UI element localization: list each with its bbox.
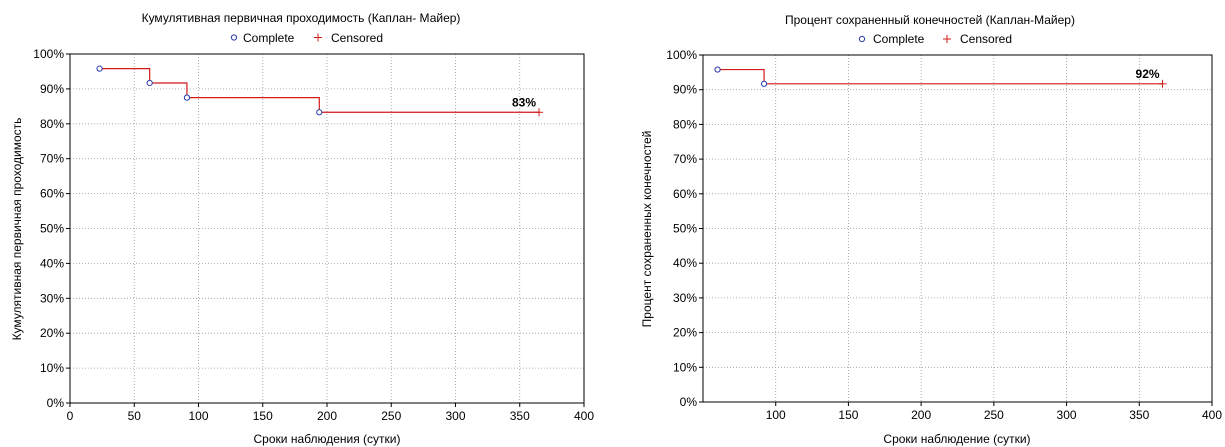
y-axis-label: Кумулятивная первичная проходимость bbox=[10, 118, 24, 341]
y-tick-label: 40% bbox=[673, 256, 697, 270]
legend-complete-label: Complete bbox=[243, 31, 295, 45]
x-tick-label: 350 bbox=[510, 409, 530, 423]
x-axis-label: Сроки наблюдения (сутки) bbox=[254, 432, 401, 446]
chart-limb-salvage: Процент сохраненный конечностей (Каплан-… bbox=[640, 13, 1222, 446]
x-tick-label: 100 bbox=[188, 409, 208, 423]
y-tick-label: 30% bbox=[673, 291, 697, 305]
complete-point bbox=[714, 66, 721, 73]
chart-title: Процент сохраненный конечностей (Каплан-… bbox=[785, 13, 1075, 27]
plot-area: 0% 10% 20% 30% 40% 50% 60% 70% 80% 90% 100% 100 150 2… bbox=[666, 48, 1222, 422]
x-tick-label: 100 bbox=[766, 408, 786, 422]
y-tick-label: 0% bbox=[47, 396, 65, 410]
x-tick-label: 150 bbox=[253, 409, 273, 423]
legend-censored-label: Censored bbox=[331, 31, 383, 45]
x-tick-label: 250 bbox=[984, 408, 1004, 422]
legend-complete-marker bbox=[230, 34, 238, 41]
y-tick-label: 60% bbox=[40, 187, 64, 201]
legend-complete-marker bbox=[858, 35, 866, 43]
y-tick-label: 30% bbox=[40, 291, 64, 305]
y-tick-label: 40% bbox=[40, 256, 64, 270]
legend-complete-label: Complete bbox=[873, 32, 925, 46]
x-axis-label: Сроки наблюдение (сутки) bbox=[883, 432, 1030, 446]
y-tick-label: 80% bbox=[673, 117, 697, 131]
censored-point bbox=[1158, 79, 1167, 88]
x-tick-label: 300 bbox=[1057, 408, 1077, 422]
survival-curve bbox=[99, 68, 540, 113]
x-tick-label: 300 bbox=[445, 409, 465, 423]
legend-censored-label: Censored bbox=[960, 32, 1012, 46]
y-tick-label: 10% bbox=[673, 360, 697, 374]
x-tick-label: 200 bbox=[911, 408, 931, 422]
y-tick-label: 70% bbox=[673, 152, 697, 166]
y-tick-label: 20% bbox=[40, 326, 64, 340]
chart-cumulative-patency: Кумулятивная первичная проходимость (Кап… bbox=[10, 11, 594, 446]
value-annotation: 83% bbox=[512, 95, 536, 109]
y-tick-label: 80% bbox=[40, 117, 64, 131]
x-tick-label: 400 bbox=[1202, 408, 1222, 422]
y-tick-label: 60% bbox=[673, 187, 697, 201]
value-annotation: 92% bbox=[1136, 67, 1160, 81]
x-tick-label: 400 bbox=[574, 409, 594, 423]
y-tick-label: 50% bbox=[40, 222, 64, 236]
y-tick-label: 90% bbox=[40, 82, 64, 96]
legend: Complete Censored bbox=[858, 32, 1012, 46]
legend: Complete Censored bbox=[230, 31, 383, 45]
survival-curve bbox=[717, 68, 1163, 85]
y-tick-label: 90% bbox=[673, 83, 697, 97]
x-tick-label: 50 bbox=[128, 409, 142, 423]
complete-point bbox=[316, 109, 323, 116]
chart-title: Кумулятивная первичная проходимость (Кап… bbox=[142, 11, 461, 25]
complete-point bbox=[183, 94, 191, 101]
x-tick-label: 200 bbox=[317, 409, 337, 423]
complete-point bbox=[146, 79, 153, 87]
legend-censored-marker bbox=[943, 35, 951, 43]
x-tick-label: 0 bbox=[67, 409, 74, 423]
complete-point bbox=[760, 80, 768, 87]
y-axis-label: Процент сохраненных конечностей bbox=[640, 131, 654, 328]
y-tick-label: 100% bbox=[666, 48, 697, 62]
y-tick-label: 70% bbox=[40, 152, 64, 166]
censored-point bbox=[535, 108, 544, 117]
y-tick-label: 0% bbox=[680, 395, 698, 409]
x-tick-label: 250 bbox=[381, 409, 401, 423]
x-tick-label: 150 bbox=[838, 408, 858, 422]
y-tick-label: 100% bbox=[33, 47, 64, 61]
legend-censored-marker bbox=[314, 33, 322, 42]
x-tick-label: 350 bbox=[1129, 408, 1149, 422]
y-tick-label: 20% bbox=[673, 326, 697, 340]
y-tick-label: 50% bbox=[673, 222, 697, 236]
y-tick-label: 10% bbox=[40, 361, 64, 375]
complete-point bbox=[96, 65, 103, 72]
plot-area: 0% 10% 20% 30% 40% 50% 60% 70% 80% 90% 100% 0 50 100 1… bbox=[33, 47, 594, 423]
